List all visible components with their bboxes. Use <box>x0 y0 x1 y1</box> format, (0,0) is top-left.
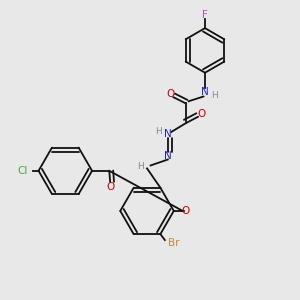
Text: N: N <box>201 87 209 97</box>
Text: N: N <box>164 129 172 139</box>
Text: Br: Br <box>168 238 179 248</box>
Text: H: H <box>155 127 162 136</box>
Text: Cl: Cl <box>18 166 28 176</box>
Text: H: H <box>137 162 144 171</box>
Text: F: F <box>202 10 208 20</box>
Text: H: H <box>212 92 218 100</box>
Text: O: O <box>182 206 190 216</box>
Text: O: O <box>197 109 205 119</box>
Text: N: N <box>164 151 172 161</box>
Text: O: O <box>166 89 174 99</box>
Text: O: O <box>106 182 115 192</box>
